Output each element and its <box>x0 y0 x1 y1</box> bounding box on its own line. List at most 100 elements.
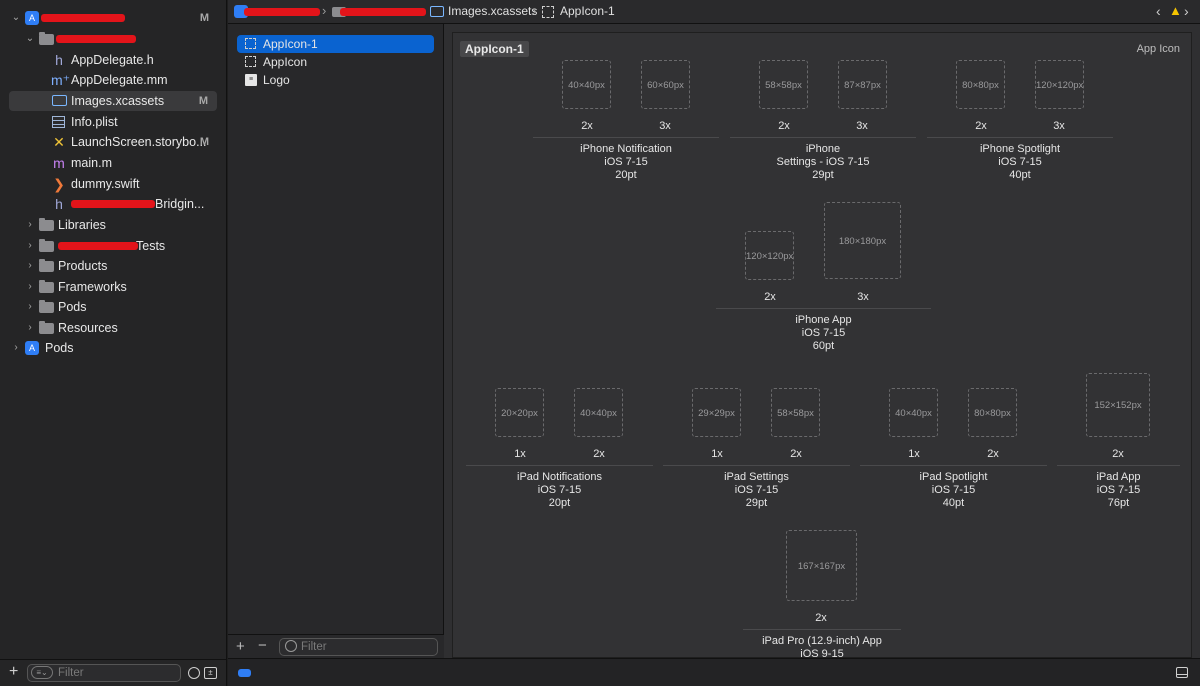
chevron-right-icon[interactable]: › <box>28 240 32 251</box>
scale-label: 2x <box>764 291 776 303</box>
folder-label: Products <box>58 259 108 273</box>
navigator-item-main-m[interactable]: m main.m <box>0 153 227 173</box>
icon-slot[interactable]: 40×40px <box>889 388 938 437</box>
navigator-item-appdelegate-h[interactable]: h AppDelegate.h <box>0 50 227 70</box>
icon-slot[interactable]: 180×180px <box>824 202 901 279</box>
divider <box>860 465 1047 466</box>
add-button[interactable]: + <box>9 663 19 680</box>
folder-label: Libraries <box>58 218 106 232</box>
remove-asset-button[interactable]: − <box>258 637 267 654</box>
navigator-item-launchscreen[interactable]: ✕ LaunchScreen.storybo... M <box>0 132 227 152</box>
folder-label: Tests <box>136 239 166 253</box>
folder-icon <box>39 32 54 45</box>
scale-label: 3x <box>1053 120 1065 132</box>
status-badge: M <box>199 12 209 24</box>
breakpoints-toggle-icon[interactable] <box>238 669 251 677</box>
xcode-project-icon: A <box>25 11 39 25</box>
group-caption: iPhone Settings - iOS 7-15 29pt <box>776 143 870 181</box>
icon-slot[interactable]: 58×58px <box>759 60 808 109</box>
icon-slot[interactable]: 58×58px <box>771 388 820 437</box>
chevron-right-icon[interactable]: › <box>28 281 32 292</box>
asset-item-appicon[interactable]: AppIcon <box>237 53 434 71</box>
debug-area-toggle-icon[interactable] <box>1176 667 1188 678</box>
icon-slot[interactable]: 80×80px <box>968 388 1017 437</box>
icon-slot[interactable]: 40×40px <box>574 388 623 437</box>
asset-catalog-icon <box>430 6 444 17</box>
navigator-item-bridging-header[interactable]: h Bridgin... <box>0 194 227 214</box>
breadcrumb-item[interactable]: AppIcon-1 <box>560 4 615 18</box>
icon-slot[interactable]: 120×120px <box>1035 60 1084 109</box>
filter-placeholder: Filter <box>301 641 327 653</box>
group-caption: iPhone Spotlight iOS 7-15 40pt <box>979 143 1061 181</box>
chevron-right-icon[interactable]: › <box>28 301 32 312</box>
file-label: Images.xcassets <box>71 94 165 108</box>
chevron-right-icon[interactable]: › <box>28 260 32 271</box>
chevron-down-icon[interactable]: ⌄ <box>25 33 35 44</box>
chevron-right-icon[interactable]: › <box>14 342 18 353</box>
icon-slot[interactable]: 29×29px <box>692 388 741 437</box>
group-caption: iPad Pro (12.9-inch) App iOS 9-15 <box>762 635 882 658</box>
group-caption: iPad Spotlight iOS 7-15 40pt <box>919 471 988 509</box>
navigator-item-pods-folder[interactable]: › Pods <box>0 297 227 317</box>
chevron-down-icon[interactable]: ⌄ <box>11 12 21 23</box>
app-icon-set-icon <box>245 38 256 49</box>
warning-icon[interactable]: ▲ <box>1169 3 1182 18</box>
divider <box>1057 465 1180 466</box>
folder-label: Resources <box>58 321 118 335</box>
navigator-item-resources[interactable]: › Resources <box>0 318 227 338</box>
navigator-item-tests[interactable]: › Tests <box>0 236 227 256</box>
icon-slot[interactable]: 20×20px <box>495 388 544 437</box>
breadcrumb-item[interactable]: Images.xcassets <box>448 4 538 18</box>
navigator-item-libraries[interactable]: › Libraries <box>0 215 227 235</box>
chevron-right-icon[interactable]: › <box>28 219 32 230</box>
recent-files-icon[interactable] <box>188 667 200 679</box>
add-asset-button[interactable]: + <box>236 638 245 655</box>
divider <box>663 465 850 466</box>
asset-label: AppIcon-1 <box>263 37 318 51</box>
chevron-right-icon[interactable]: › <box>28 322 32 333</box>
swift-icon: ❯ <box>53 176 65 192</box>
asset-item-logo[interactable]: ≡ Logo <box>237 71 434 89</box>
icon-slot[interactable]: 80×80px <box>956 60 1005 109</box>
objc-file-icon: m⁺ <box>51 72 71 88</box>
navigator-item-pods-project[interactable]: › A Pods <box>0 338 227 358</box>
chevron-right-icon: › <box>532 3 537 18</box>
plist-icon <box>52 116 65 128</box>
icon-slot[interactable]: 40×40px <box>562 60 611 109</box>
navigator-item-images-xcassets[interactable]: Images.xcassets M <box>9 91 217 111</box>
navigator-item-appdelegate-mm[interactable]: m⁺ AppDelegate.mm <box>0 70 227 90</box>
navigator-item-frameworks[interactable]: › Frameworks <box>0 277 227 297</box>
folder-icon <box>39 218 54 231</box>
icon-slot[interactable]: 152×152px <box>1086 373 1150 437</box>
group-caption: iPad Notifications iOS 7-15 20pt <box>517 471 602 509</box>
chevron-right-icon[interactable]: › <box>1184 3 1189 19</box>
asset-item-appicon-1[interactable]: AppIcon-1 <box>237 35 434 53</box>
navigator-item-group[interactable]: ⌄ <box>0 29 227 49</box>
asset-filter-field[interactable]: Filter <box>279 638 438 656</box>
scale-label: 1x <box>514 448 526 460</box>
scale-label: 2x <box>581 120 593 132</box>
source-control-filter-icon[interactable]: ± <box>204 667 217 679</box>
project-navigator: ⌄ A M ⌄ h AppDelegate.h m⁺ AppDelegate.m… <box>0 0 227 686</box>
storyboard-icon: ✕ <box>53 134 65 150</box>
group-caption: iPhone Notification iOS 7-15 20pt <box>580 143 672 181</box>
navigator-item-project[interactable]: ⌄ A M <box>0 8 227 28</box>
folder-icon <box>39 321 54 334</box>
navigator-item-products[interactable]: › Products <box>0 256 227 276</box>
filter-icon[interactable]: ≡⌄ <box>31 666 53 679</box>
asset-list: AppIcon-1 AppIcon ≡ Logo <box>228 24 444 658</box>
chevron-left-icon[interactable]: ‹ <box>1156 3 1161 19</box>
divider <box>743 629 901 630</box>
breadcrumb: › Images.xcassets › AppIcon-1 ‹ ▲ › <box>228 0 1200 24</box>
scale-label: 2x <box>975 120 987 132</box>
navigator-item-info-plist[interactable]: Info.plist <box>0 112 227 132</box>
navigator-filter-field[interactable]: ≡⌄ Filter <box>27 664 181 682</box>
icon-slot[interactable]: 60×60px <box>641 60 690 109</box>
objc-file-icon: m <box>53 155 65 171</box>
icon-slot[interactable]: 120×120px <box>745 231 794 280</box>
icon-slot[interactable]: 87×87px <box>838 60 887 109</box>
asset-type-label: App Icon <box>1136 43 1180 55</box>
navigator-item-dummy-swift[interactable]: ❯ dummy.swift <box>0 174 227 194</box>
icon-slot[interactable]: 167×167px <box>786 530 857 601</box>
asset-label: AppIcon <box>263 55 308 69</box>
